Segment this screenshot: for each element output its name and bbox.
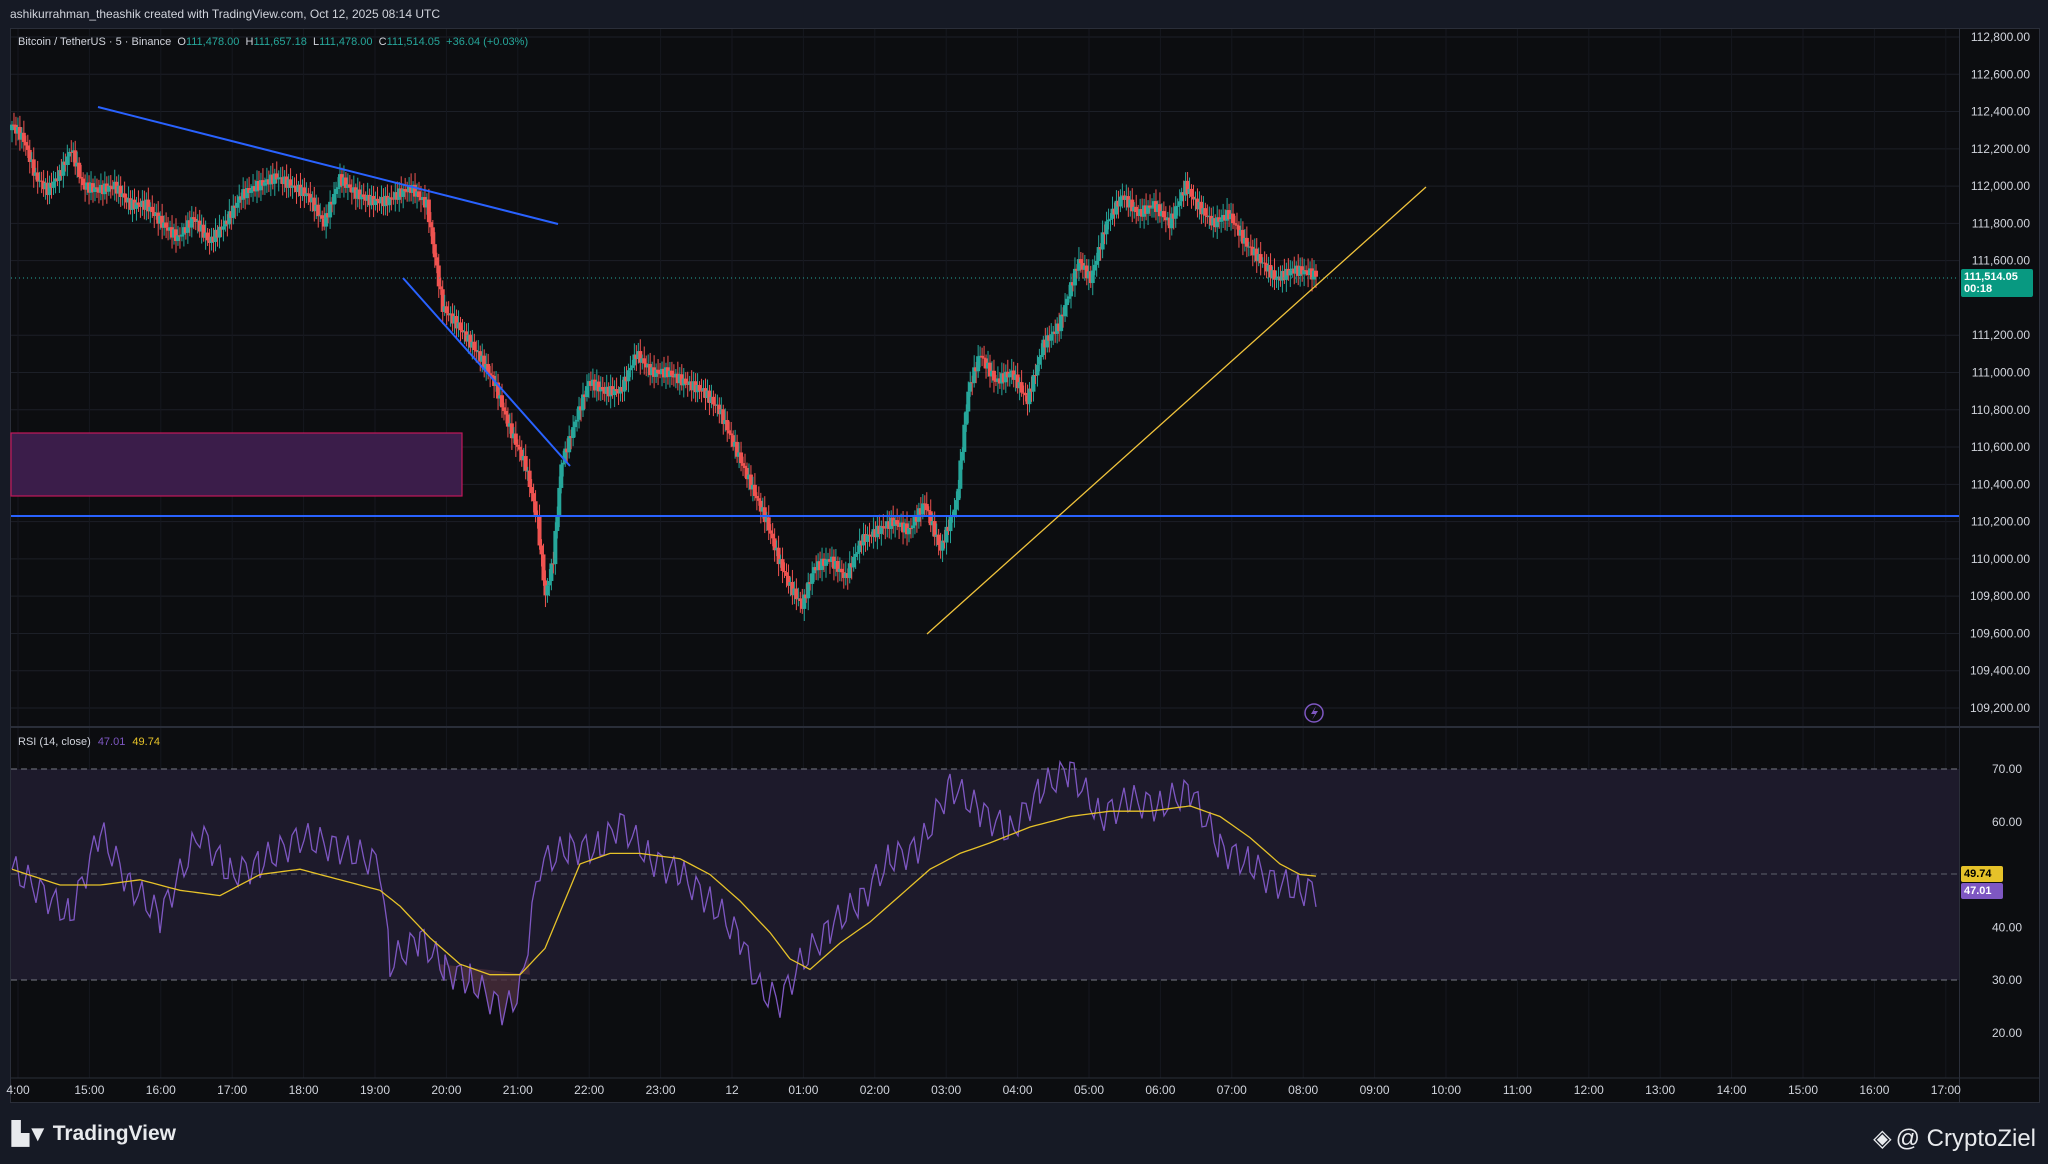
last-price-badge: 111,514.05 00:18 [1961, 269, 2033, 297]
rsi-value: 47.01 [97, 736, 126, 748]
chart-frame[interactable] [10, 28, 1960, 1103]
change-value: +36.04 (+0.03%) [446, 36, 529, 48]
high-value: 111,657.18 [253, 36, 307, 48]
tradingview-logo-icon: ▙▼ [12, 1121, 49, 1146]
price-scale[interactable] [1960, 28, 2040, 1103]
rsi-value-badge: 47.01 [1961, 883, 2003, 899]
footer [0, 1103, 2048, 1164]
chart-credit: ashikurrahman_theashik created with Trad… [10, 7, 441, 21]
diamond-icon: ◈ [1873, 1125, 1892, 1152]
bar-countdown: 00:18 [1964, 283, 1993, 295]
chart-legend: Bitcoin / TetherUS · 5 · Binance O111,47… [18, 36, 529, 48]
rsi-ma-value: 49.74 [132, 736, 160, 748]
watermark: ◈ @ CryptoZiel [1873, 1124, 2036, 1153]
symbol-label[interactable]: Bitcoin / TetherUS · 5 · Binance [18, 36, 172, 48]
close-value: 111,514.05 [386, 36, 441, 48]
low-value: 111,478.00 [319, 36, 373, 48]
tradingview-brand[interactable]: ▙▼ TradingView [12, 1121, 177, 1146]
open-value: 111,478.00 [185, 36, 240, 48]
rsi-title: RSI (14, close) [18, 736, 91, 748]
rsi-ma-badge: 49.74 [1961, 866, 2003, 882]
top-bar: ashikurrahman_theashik created with Trad… [0, 0, 2048, 28]
rsi-legend[interactable]: RSI (14, close) 47.01 49.74 [18, 736, 160, 748]
